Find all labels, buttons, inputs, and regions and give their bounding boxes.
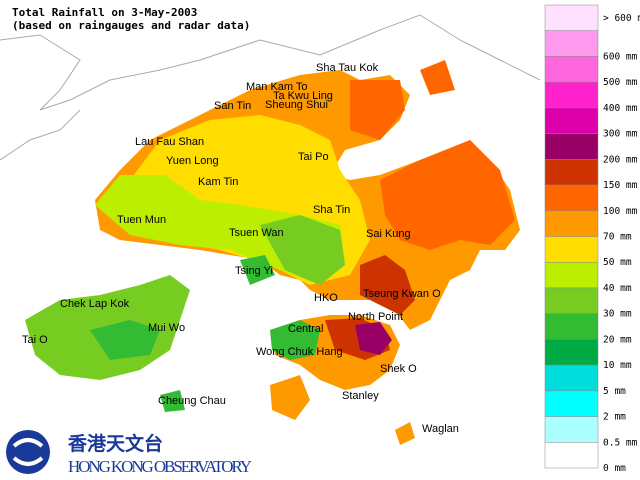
legend: > 600 mm 600 mm 500 mm 400 mm 300 mm 200 mm 15…: [544, 4, 640, 474]
legend-swatch: [544, 4, 599, 31]
land-region: [360, 255, 415, 315]
logo-emblem: [12, 438, 44, 466]
legend-swatch: [544, 364, 599, 392]
place-label: North Point: [348, 311, 403, 323]
legend-label: > 600 mm: [603, 13, 640, 24]
legend-label: 50 mm: [603, 257, 632, 268]
place-label: Cheung Chau: [158, 395, 226, 407]
legend-label: 2 mm: [603, 412, 626, 423]
place-labels: Sha Tau Kok Man Kam To Ta Kwu Ling San T…: [22, 62, 459, 435]
legend-swatch: [544, 30, 599, 57]
legend-swatch: [544, 261, 599, 289]
legend-swatch: [544, 313, 599, 340]
legend-swatch: [544, 287, 599, 314]
logo-chinese: 香港天文台: [67, 432, 163, 455]
coastline: [0, 109, 81, 161]
land-region: [270, 320, 320, 360]
island: [420, 60, 455, 95]
place-label: Stanley: [342, 390, 379, 402]
legend-label: 5 mm: [603, 386, 626, 397]
place-label: San Tin: [214, 100, 251, 112]
place-label: Tseung Kwan O: [363, 288, 441, 300]
island: [395, 422, 415, 445]
place-label: Wong Chuk Hang: [256, 346, 343, 358]
legend-swatch: [544, 159, 599, 186]
place-label: Sha Tau Kok: [316, 62, 379, 74]
legend-swatch: [544, 339, 599, 366]
place-label: Tai O: [22, 334, 48, 346]
legend-swatch: [544, 210, 599, 237]
legend-swatch: [544, 416, 599, 443]
legend-label: 150 mm: [603, 180, 638, 191]
legend-swatch: [544, 390, 599, 417]
legend-label: 30 mm: [603, 309, 632, 320]
land-region: [350, 80, 405, 140]
land-region: [355, 322, 392, 355]
place-label: Lau Fau Shan: [135, 136, 204, 148]
place-label: Central: [288, 323, 323, 335]
coastline: [0, 14, 541, 111]
legend-swatch: [544, 133, 599, 160]
legend-label: 40 mm: [603, 283, 632, 294]
legend-swatch: [544, 107, 599, 134]
legend-label: 100 mm: [603, 206, 638, 217]
land-region: [260, 215, 345, 285]
place-label: Sheung Shui: [265, 99, 328, 111]
place-label: HKO: [314, 292, 338, 304]
place-label: Tuen Mun: [117, 214, 166, 226]
place-label: Tai Po: [298, 151, 329, 163]
place-label: Tsuen Wan: [229, 227, 284, 239]
legend-swatch: [544, 236, 599, 263]
place-label: Tsing Yi: [235, 265, 273, 277]
place-label: Sai Kung: [366, 228, 411, 240]
legend-label: 0.5 mm: [603, 437, 638, 448]
place-label: Chek Lap Kok: [60, 298, 130, 310]
legend-swatch: [544, 184, 599, 212]
legend-label: 600 mm: [603, 51, 638, 62]
land-region: [90, 320, 160, 360]
place-label: Sha Tin: [313, 204, 350, 216]
legend-swatch: [544, 81, 599, 109]
logo-english: HONG KONG OBSERVATORY: [68, 457, 252, 476]
island: [240, 255, 275, 285]
legend-swatch: [544, 442, 599, 469]
place-label: Waglan: [422, 423, 459, 435]
legend-label: 400 mm: [603, 103, 638, 114]
place-label: Kam Tin: [198, 176, 238, 188]
legend-label: 10 mm: [603, 360, 632, 371]
title: Total Rainfall on 3-May-2003: [12, 6, 197, 19]
subtitle: (based on raingauges and radar data): [12, 19, 250, 32]
legend-label: 0 mm: [603, 463, 626, 474]
logo-emblem: [6, 430, 50, 474]
legend-label: 20 mm: [603, 334, 632, 345]
legend-label: 200 mm: [603, 154, 638, 165]
legend-label: 500 mm: [603, 77, 638, 88]
land-region: [380, 140, 515, 250]
logo: 香港天文台 HONG KONG OBSERVATORY: [6, 430, 252, 476]
legend-label: 300 mm: [603, 129, 638, 140]
place-label: Man Kam To: [246, 81, 308, 93]
place-label: Yuen Long: [166, 155, 219, 167]
place-label: Shek O: [380, 363, 417, 375]
island: [160, 390, 185, 412]
place-label: Mui Wo: [148, 322, 185, 334]
legend-label: 70 mm: [603, 232, 632, 243]
island: [270, 375, 310, 420]
place-label: Ta Kwu Ling: [273, 90, 333, 102]
legend-swatch: [544, 56, 599, 83]
